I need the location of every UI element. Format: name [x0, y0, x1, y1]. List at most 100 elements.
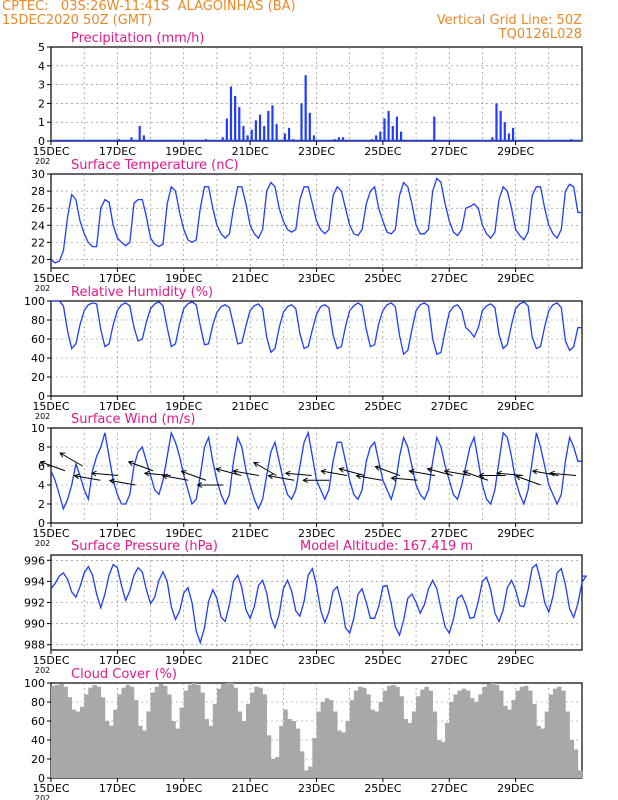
bar-cloud [328, 700, 334, 778]
bar-cloud [353, 690, 359, 778]
wind-arrow-head [443, 468, 450, 475]
wind-arrow-head [478, 472, 485, 479]
bar-cloud [304, 770, 309, 778]
bar-cloud [212, 703, 218, 778]
y-tick-label: 1 [38, 116, 45, 129]
wind-arrow-head [531, 468, 538, 475]
x-tick-label: 27DEC [431, 527, 468, 540]
bar-cloud [544, 711, 550, 778]
bar-cloud [245, 703, 251, 778]
bar-precip [234, 95, 237, 141]
y-tick-label: 8 [38, 441, 45, 454]
bar-cloud [92, 684, 97, 778]
y-tick-label: 0 [38, 772, 45, 785]
bar-precip [300, 103, 303, 141]
bar-cloud [299, 751, 305, 778]
wind-arrow-shaft [356, 475, 383, 481]
header-line2-left: 15DEC2020 50Z (GMT) [2, 13, 153, 28]
bar-precip [275, 124, 278, 141]
bar-cloud [129, 686, 135, 778]
wind-arrow-shaft [516, 475, 541, 486]
bar-cloud [428, 690, 433, 778]
wind-arrow-head [426, 467, 433, 473]
y-tick-label: 992 [24, 597, 45, 610]
bar-cloud [552, 688, 558, 778]
y-tick-label: 20 [31, 753, 45, 766]
x-tick-label: 15DEC [32, 400, 69, 413]
bar-cloud [279, 725, 284, 778]
bar-cloud [366, 694, 371, 778]
bar-precip [379, 131, 382, 141]
bar-precip [391, 125, 394, 141]
bar-cloud [511, 700, 516, 778]
bar-precip [138, 125, 141, 141]
wind-arrow-head [408, 468, 415, 475]
panel-title-cloud: Cloud Cover (%) [71, 667, 177, 682]
x-tick-label: 17DEC [99, 527, 136, 540]
y-tick-label: 80 [31, 314, 45, 327]
x-tick-label: 29DEC [497, 782, 534, 795]
bar-cloud [88, 687, 93, 778]
bar-precip [507, 133, 511, 141]
y-tick-label: 40 [31, 352, 45, 365]
bar-cloud [403, 719, 409, 778]
bar-cloud [80, 706, 85, 778]
bar-cloud [577, 770, 583, 778]
x-tick-label: 27DEC [431, 654, 468, 667]
wind-arrow-shaft [375, 466, 400, 476]
bar-precip [254, 120, 257, 141]
x-tick-label: 23DEC [298, 272, 335, 285]
y-tick-label: 988 [24, 639, 45, 652]
bar-cloud [200, 692, 205, 778]
y-tick-label: 0 [38, 135, 45, 148]
bar-precip [503, 122, 506, 141]
x-tick-label: 15DEC [32, 272, 69, 285]
bar-cloud [258, 687, 263, 778]
bar-cloud [453, 694, 458, 778]
bar-precip [395, 116, 399, 141]
x-tick-label: 19DEC [165, 145, 202, 158]
x-tick-label: 29DEC [497, 654, 534, 667]
x-tick-label: 27DEC [431, 782, 468, 795]
y-tick-label: 0 [38, 390, 45, 403]
bar-cloud [395, 686, 400, 778]
year-fragment: 202 [35, 794, 50, 800]
panel-title-temp: Surface Temperature (nC) [71, 158, 239, 173]
wind-arrow-head [73, 473, 80, 480]
wind-arrow-head [39, 460, 46, 466]
bar-cloud [113, 709, 118, 778]
wind-arrow-shaft [285, 472, 312, 476]
header-line1-right: Vertical Grid Line: 50Z [436, 13, 582, 28]
bar-precip [491, 137, 494, 141]
x-tick-label: 21DEC [232, 145, 269, 158]
bar-cloud [179, 707, 185, 778]
bar-cloud [515, 690, 521, 778]
y-tick-label: 3 [38, 79, 45, 92]
x-tick-label: 17DEC [99, 272, 136, 285]
wind-arrow-head [549, 470, 555, 477]
bar-precip [283, 133, 287, 141]
wind-arrow-shaft [321, 470, 348, 476]
y-tick-label: 996 [24, 554, 45, 567]
header-line2-right: TQ0126L028 [498, 27, 582, 42]
bar-cloud [163, 685, 168, 778]
bar-cloud [461, 688, 467, 778]
bar-cloud [221, 683, 226, 778]
x-tick-label: 21DEC [232, 527, 269, 540]
bar-cloud [490, 683, 496, 778]
wind-arrow-shaft [233, 470, 259, 476]
bar-cloud [482, 686, 487, 778]
bar-cloud [204, 719, 209, 778]
y-tick-label: 994 [24, 575, 45, 588]
bar-cloud [121, 687, 126, 778]
series-line-rh [51, 300, 582, 356]
y-tick-label: 20 [31, 253, 45, 266]
wind-arrow-head [232, 468, 239, 475]
wind-arrow-head [390, 475, 397, 482]
wind-arrow-shaft [144, 472, 171, 476]
x-tick-label: 15DEC [32, 145, 69, 158]
bar-cloud [565, 711, 570, 778]
bar-precip [225, 118, 228, 141]
wind-arrow-head [127, 460, 134, 466]
